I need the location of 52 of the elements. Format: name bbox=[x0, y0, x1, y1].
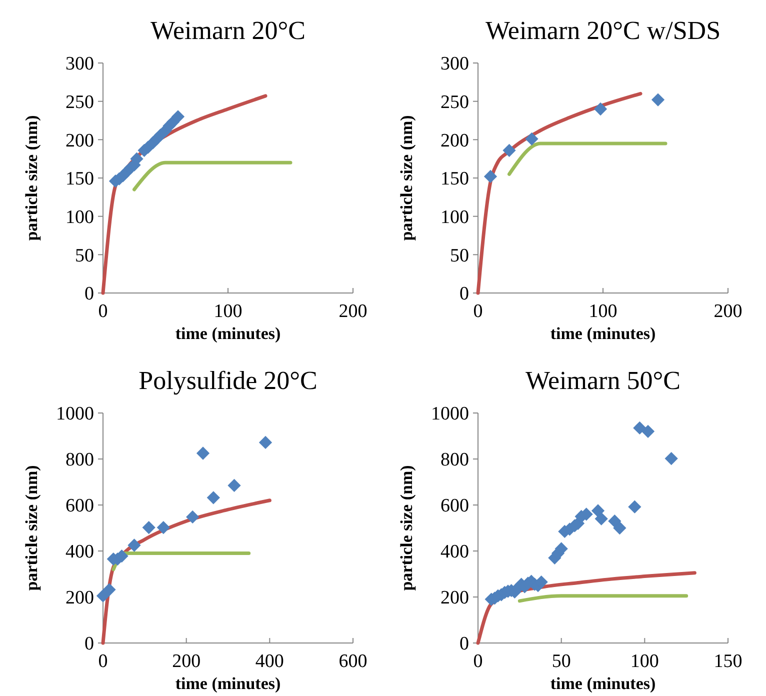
chart-title: Weimarn 50°C bbox=[526, 366, 680, 395]
y-tick-label: 800 bbox=[440, 450, 469, 471]
y-tick-label: 0 bbox=[460, 284, 469, 305]
y-tick-label: 50 bbox=[75, 245, 94, 266]
x-tick-label: 200 bbox=[714, 301, 742, 322]
y-tick-label: 50 bbox=[450, 245, 469, 266]
y-tick-label: 250 bbox=[440, 92, 469, 113]
y-tick-label: 100 bbox=[66, 206, 94, 228]
y-tick-label: 200 bbox=[66, 588, 94, 609]
x-tick-label: 0 bbox=[98, 651, 108, 672]
y-tick-label: 300 bbox=[66, 54, 94, 75]
x-tick-label: 100 bbox=[214, 301, 242, 322]
y-axis-title: particle size (nm) bbox=[397, 465, 416, 591]
y-tick-label: 0 bbox=[460, 634, 469, 655]
y-axis-title: particle size (nm) bbox=[397, 115, 416, 241]
x-tick-label: 0 bbox=[98, 301, 108, 322]
x-axis-title: time (minutes) bbox=[175, 324, 281, 343]
y-tick-label: 200 bbox=[440, 588, 469, 609]
y-tick-label: 600 bbox=[440, 496, 469, 517]
x-tick-label: 0 bbox=[473, 651, 483, 672]
chart-title: Weimarn 20°C w/SDS bbox=[485, 16, 721, 45]
x-tick-label: 50 bbox=[552, 651, 571, 672]
y-axis-title: particle size (nm) bbox=[22, 465, 41, 591]
y-tick-label: 200 bbox=[440, 130, 469, 152]
x-axis-title: time (minutes) bbox=[175, 674, 281, 693]
y-tick-label: 800 bbox=[66, 450, 94, 471]
x-tick-label: 200 bbox=[172, 651, 201, 672]
x-tick-label: 0 bbox=[473, 301, 483, 322]
y-tick-label: 600 bbox=[66, 496, 94, 517]
y-tick-label: 150 bbox=[440, 168, 469, 190]
x-tick-label: 400 bbox=[255, 651, 284, 672]
y-axis-title: particle size (nm) bbox=[22, 115, 41, 241]
y-tick-label: 400 bbox=[440, 542, 469, 563]
y-tick-label: 250 bbox=[66, 92, 94, 113]
x-tick-label: 100 bbox=[588, 301, 618, 322]
y-tick-label: 0 bbox=[84, 284, 94, 305]
y-tick-label: 150 bbox=[66, 168, 94, 190]
y-tick-label: 1000 bbox=[56, 404, 94, 425]
chart-title: Weimarn 20°C bbox=[150, 16, 306, 45]
y-tick-label: 300 bbox=[440, 54, 469, 75]
x-axis-title: time (minutes) bbox=[550, 674, 656, 693]
y-tick-label: 100 bbox=[440, 206, 469, 228]
x-tick-label: 600 bbox=[338, 651, 368, 672]
y-tick-label: 200 bbox=[66, 130, 94, 152]
chart-title: Polysulfide 20°C bbox=[138, 366, 318, 395]
y-tick-label: 1000 bbox=[431, 404, 469, 425]
x-tick-label: 100 bbox=[630, 651, 659, 672]
x-tick-label: 150 bbox=[714, 651, 742, 672]
y-tick-label: 0 bbox=[84, 634, 94, 655]
x-axis-title: time (minutes) bbox=[550, 324, 656, 343]
x-tick-label: 200 bbox=[338, 301, 368, 322]
y-tick-label: 400 bbox=[66, 542, 94, 563]
